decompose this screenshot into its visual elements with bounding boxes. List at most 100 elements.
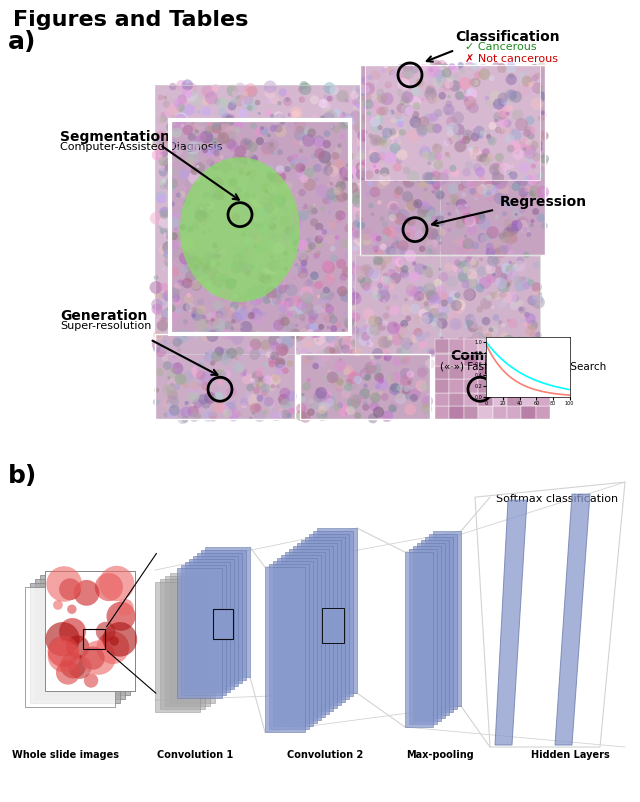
Circle shape: [520, 119, 530, 128]
Circle shape: [298, 298, 301, 302]
Circle shape: [346, 272, 357, 283]
Circle shape: [396, 297, 406, 307]
Circle shape: [361, 76, 368, 84]
Circle shape: [372, 242, 376, 245]
Circle shape: [159, 217, 170, 229]
Circle shape: [383, 70, 392, 79]
Circle shape: [498, 96, 509, 108]
Circle shape: [309, 397, 322, 410]
Circle shape: [427, 65, 440, 77]
Circle shape: [293, 256, 298, 261]
Circle shape: [214, 159, 221, 166]
Circle shape: [374, 100, 380, 106]
Circle shape: [287, 360, 294, 367]
Circle shape: [310, 218, 318, 226]
Circle shape: [298, 210, 309, 221]
Circle shape: [311, 168, 319, 176]
Circle shape: [253, 318, 260, 325]
Circle shape: [378, 378, 384, 383]
Circle shape: [508, 319, 511, 322]
Circle shape: [287, 247, 290, 250]
Circle shape: [433, 191, 436, 194]
Circle shape: [252, 307, 259, 314]
Circle shape: [207, 412, 211, 416]
Circle shape: [526, 155, 534, 163]
Circle shape: [191, 366, 203, 378]
Circle shape: [441, 319, 444, 322]
Circle shape: [386, 67, 392, 73]
Circle shape: [495, 124, 503, 132]
Circle shape: [395, 393, 406, 404]
Circle shape: [431, 176, 437, 182]
Circle shape: [285, 164, 296, 174]
Circle shape: [463, 119, 476, 131]
Circle shape: [346, 271, 349, 275]
Circle shape: [285, 199, 289, 203]
Circle shape: [396, 107, 400, 111]
Circle shape: [519, 307, 523, 311]
Circle shape: [374, 148, 387, 161]
Circle shape: [396, 103, 403, 109]
Circle shape: [440, 74, 445, 79]
Circle shape: [414, 164, 422, 172]
Circle shape: [388, 68, 392, 71]
Circle shape: [335, 186, 342, 193]
Circle shape: [214, 126, 217, 129]
Circle shape: [486, 342, 492, 348]
Circle shape: [462, 213, 474, 225]
Circle shape: [405, 387, 410, 392]
Circle shape: [487, 168, 496, 177]
Bar: [155, 334, 295, 419]
Circle shape: [211, 138, 218, 145]
Circle shape: [256, 189, 260, 193]
Circle shape: [205, 313, 213, 320]
Circle shape: [172, 302, 179, 310]
Circle shape: [428, 151, 440, 164]
Circle shape: [337, 282, 342, 287]
Circle shape: [244, 245, 250, 250]
Circle shape: [385, 208, 396, 219]
Circle shape: [287, 320, 292, 326]
Circle shape: [491, 292, 498, 298]
Circle shape: [532, 156, 541, 164]
Circle shape: [379, 349, 390, 360]
Circle shape: [268, 240, 272, 244]
Circle shape: [327, 183, 330, 186]
Circle shape: [393, 67, 405, 79]
Circle shape: [534, 170, 543, 179]
Circle shape: [392, 335, 400, 344]
Circle shape: [472, 145, 485, 158]
Circle shape: [483, 152, 488, 158]
Circle shape: [225, 303, 235, 314]
Circle shape: [283, 321, 295, 333]
Bar: [45, 571, 135, 691]
Circle shape: [179, 199, 186, 205]
Circle shape: [513, 75, 521, 83]
Circle shape: [175, 156, 182, 163]
Circle shape: [238, 338, 244, 345]
Circle shape: [326, 371, 339, 383]
Circle shape: [241, 245, 252, 254]
Circle shape: [403, 64, 409, 71]
Circle shape: [246, 383, 254, 391]
Circle shape: [173, 337, 181, 344]
Circle shape: [253, 183, 264, 195]
Circle shape: [389, 128, 396, 136]
Circle shape: [399, 121, 406, 128]
Circle shape: [207, 330, 216, 338]
Circle shape: [206, 159, 213, 166]
Circle shape: [344, 224, 353, 233]
Circle shape: [442, 87, 446, 91]
Circle shape: [254, 221, 264, 230]
Circle shape: [252, 235, 262, 245]
Circle shape: [317, 286, 328, 298]
Circle shape: [246, 288, 255, 297]
Circle shape: [420, 70, 431, 81]
Circle shape: [360, 233, 373, 245]
Circle shape: [400, 87, 404, 91]
Circle shape: [370, 160, 381, 172]
Circle shape: [440, 337, 444, 340]
Circle shape: [376, 284, 383, 290]
Circle shape: [291, 146, 303, 158]
Circle shape: [501, 323, 506, 327]
